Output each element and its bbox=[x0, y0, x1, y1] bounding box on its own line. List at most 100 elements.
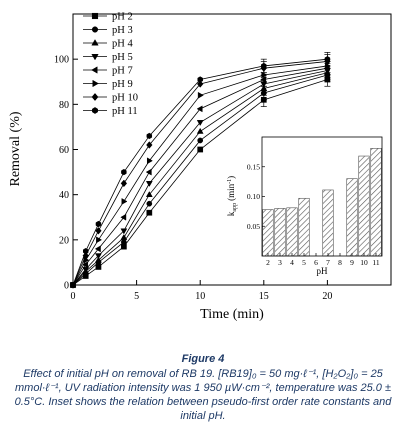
data-point bbox=[146, 209, 153, 216]
legend-marker bbox=[91, 54, 99, 61]
figure-caption: Figure 4 Effect of initial pH on removal… bbox=[0, 352, 406, 423]
main-plot: 0 5 10 15 20 0 20 40 60 80 100 Time (min) Removal… bbox=[8, 12, 392, 322]
inset-y-label-unit: (min bbox=[226, 183, 236, 200]
inset-bar-ph-4 bbox=[286, 207, 298, 257]
inset-bar-ph-10 bbox=[358, 155, 370, 257]
legend-label: pH 2 bbox=[112, 12, 133, 23]
data-point bbox=[121, 239, 127, 245]
legend-label: pH 5 bbox=[112, 52, 133, 63]
data-point bbox=[197, 146, 204, 153]
data-point bbox=[196, 120, 204, 127]
data-point bbox=[121, 168, 127, 176]
legend-entry: pH 4 bbox=[83, 39, 133, 50]
inset-y-label-main: k bbox=[226, 211, 236, 216]
legend-label: pH 7 bbox=[112, 66, 133, 77]
legend-entry: pH 10 bbox=[83, 93, 138, 104]
inset-bar-ph-11 bbox=[370, 148, 382, 257]
legend-entry: pH 2 bbox=[83, 12, 133, 23]
inset-x-tick-label: 10 bbox=[360, 258, 368, 267]
data-point bbox=[120, 233, 128, 240]
legend-marker bbox=[91, 66, 98, 74]
removal-vs-time-chart: 0 5 10 15 20 0 20 40 60 80 100 Time (min) Removal… bbox=[8, 12, 392, 322]
data-point bbox=[95, 253, 102, 260]
inset-bar-ph-9 bbox=[346, 178, 358, 257]
inset-y-label-close: ) bbox=[226, 176, 236, 179]
main-x-tick-label: 0 bbox=[71, 291, 76, 302]
data-point bbox=[120, 179, 128, 188]
inset-y-label-sub: app bbox=[232, 203, 238, 212]
data-point bbox=[95, 227, 102, 235]
legend-label: pH 3 bbox=[112, 25, 133, 36]
legend-label: pH 9 bbox=[112, 79, 133, 90]
main-x-ticks: 0 5 10 15 20 bbox=[71, 280, 332, 302]
inset-bars-group bbox=[262, 148, 382, 257]
data-point bbox=[324, 56, 331, 63]
main-y-tick-label: 20 bbox=[59, 235, 69, 246]
data-point bbox=[94, 245, 101, 253]
data-point bbox=[82, 247, 89, 255]
data-point bbox=[146, 141, 153, 149]
inset-x-tick-label: 9 bbox=[350, 258, 354, 267]
legend-entry: pH 7 bbox=[83, 66, 133, 77]
main-y-tick-label: 80 bbox=[59, 100, 69, 111]
legend-entry: pH 9 bbox=[83, 79, 133, 90]
main-x-tick-label: 5 bbox=[134, 291, 139, 302]
data-point bbox=[120, 228, 128, 235]
inset-x-tick-label: 2 bbox=[266, 258, 270, 267]
legend-label: pH 4 bbox=[112, 39, 133, 50]
main-x-tick-label: 20 bbox=[322, 291, 332, 302]
data-point bbox=[261, 62, 267, 70]
legend-marker bbox=[91, 12, 99, 20]
inset-bar-ph-2 bbox=[262, 209, 274, 257]
legend-label: pH 10 bbox=[112, 93, 138, 104]
data-point bbox=[197, 76, 203, 83]
legend-label: pH 11 bbox=[112, 106, 138, 117]
main-legend: pH 2 pH 3 pH 4 pH 5 pH 7 pH 9 pH 10 pH 11 bbox=[83, 12, 138, 117]
data-point bbox=[146, 200, 153, 207]
main-y-tick-label: 100 bbox=[54, 55, 69, 66]
inset-bar-ph-5 bbox=[298, 197, 310, 257]
inset-x-tick-label: 7 bbox=[326, 258, 330, 267]
legend-marker bbox=[91, 39, 99, 46]
data-point bbox=[197, 80, 204, 88]
data-point bbox=[260, 76, 267, 83]
inset-bar-ph-7 bbox=[322, 189, 334, 257]
series-line bbox=[72, 58, 328, 286]
data-point bbox=[196, 105, 203, 113]
caption-text: Effect of initial pH on removal of RB 19… bbox=[14, 368, 392, 422]
main-series-group bbox=[69, 52, 332, 289]
data-point bbox=[197, 91, 204, 99]
data-point bbox=[145, 191, 153, 197]
data-point bbox=[121, 198, 128, 205]
main-x-tick-label: 15 bbox=[259, 291, 269, 302]
inset-y-label-sup: -1 bbox=[227, 179, 233, 184]
inset-x-axis-label: pH bbox=[317, 266, 329, 276]
inset-y-ticks: 0.05 0.10 0.15 bbox=[247, 162, 265, 231]
inset-x-tick-label: 4 bbox=[290, 258, 294, 267]
inset-x-tick-label: 8 bbox=[338, 258, 342, 267]
legend-marker bbox=[92, 107, 98, 114]
data-point bbox=[82, 261, 89, 269]
data-point bbox=[145, 168, 152, 176]
inset-y-axis-label: kapp (min-1) bbox=[226, 176, 238, 216]
main-y-tick-label: 40 bbox=[59, 190, 69, 201]
data-point bbox=[96, 236, 103, 244]
main-y-tick-label: 60 bbox=[59, 145, 69, 156]
data-point bbox=[120, 213, 127, 221]
inset-plot: 2 3 4 5 6 7 8 9 10 11 0.05 0.10 0.15 pH kapp (min-1) bbox=[226, 136, 387, 276]
data-point bbox=[197, 137, 204, 144]
legend-marker bbox=[92, 79, 99, 88]
inset-y-tick-label: 0.10 bbox=[247, 192, 260, 201]
main-y-ticks: 0 20 40 60 80 100 bbox=[54, 55, 78, 292]
inset-x-tick-label: 3 bbox=[278, 258, 282, 267]
data-point bbox=[146, 157, 153, 165]
inset-x-ticks: 2 3 4 5 6 7 8 9 10 11 bbox=[266, 253, 380, 267]
inset-x-tick-label: 5 bbox=[302, 258, 306, 267]
data-point bbox=[95, 220, 102, 228]
data-point bbox=[196, 127, 204, 134]
data-point bbox=[95, 256, 102, 263]
legend-entry: pH 5 bbox=[83, 52, 133, 63]
main-x-axis-label: Time (min) bbox=[200, 307, 264, 322]
inset-x-tick-label: 11 bbox=[372, 258, 379, 267]
series-line bbox=[72, 72, 328, 286]
